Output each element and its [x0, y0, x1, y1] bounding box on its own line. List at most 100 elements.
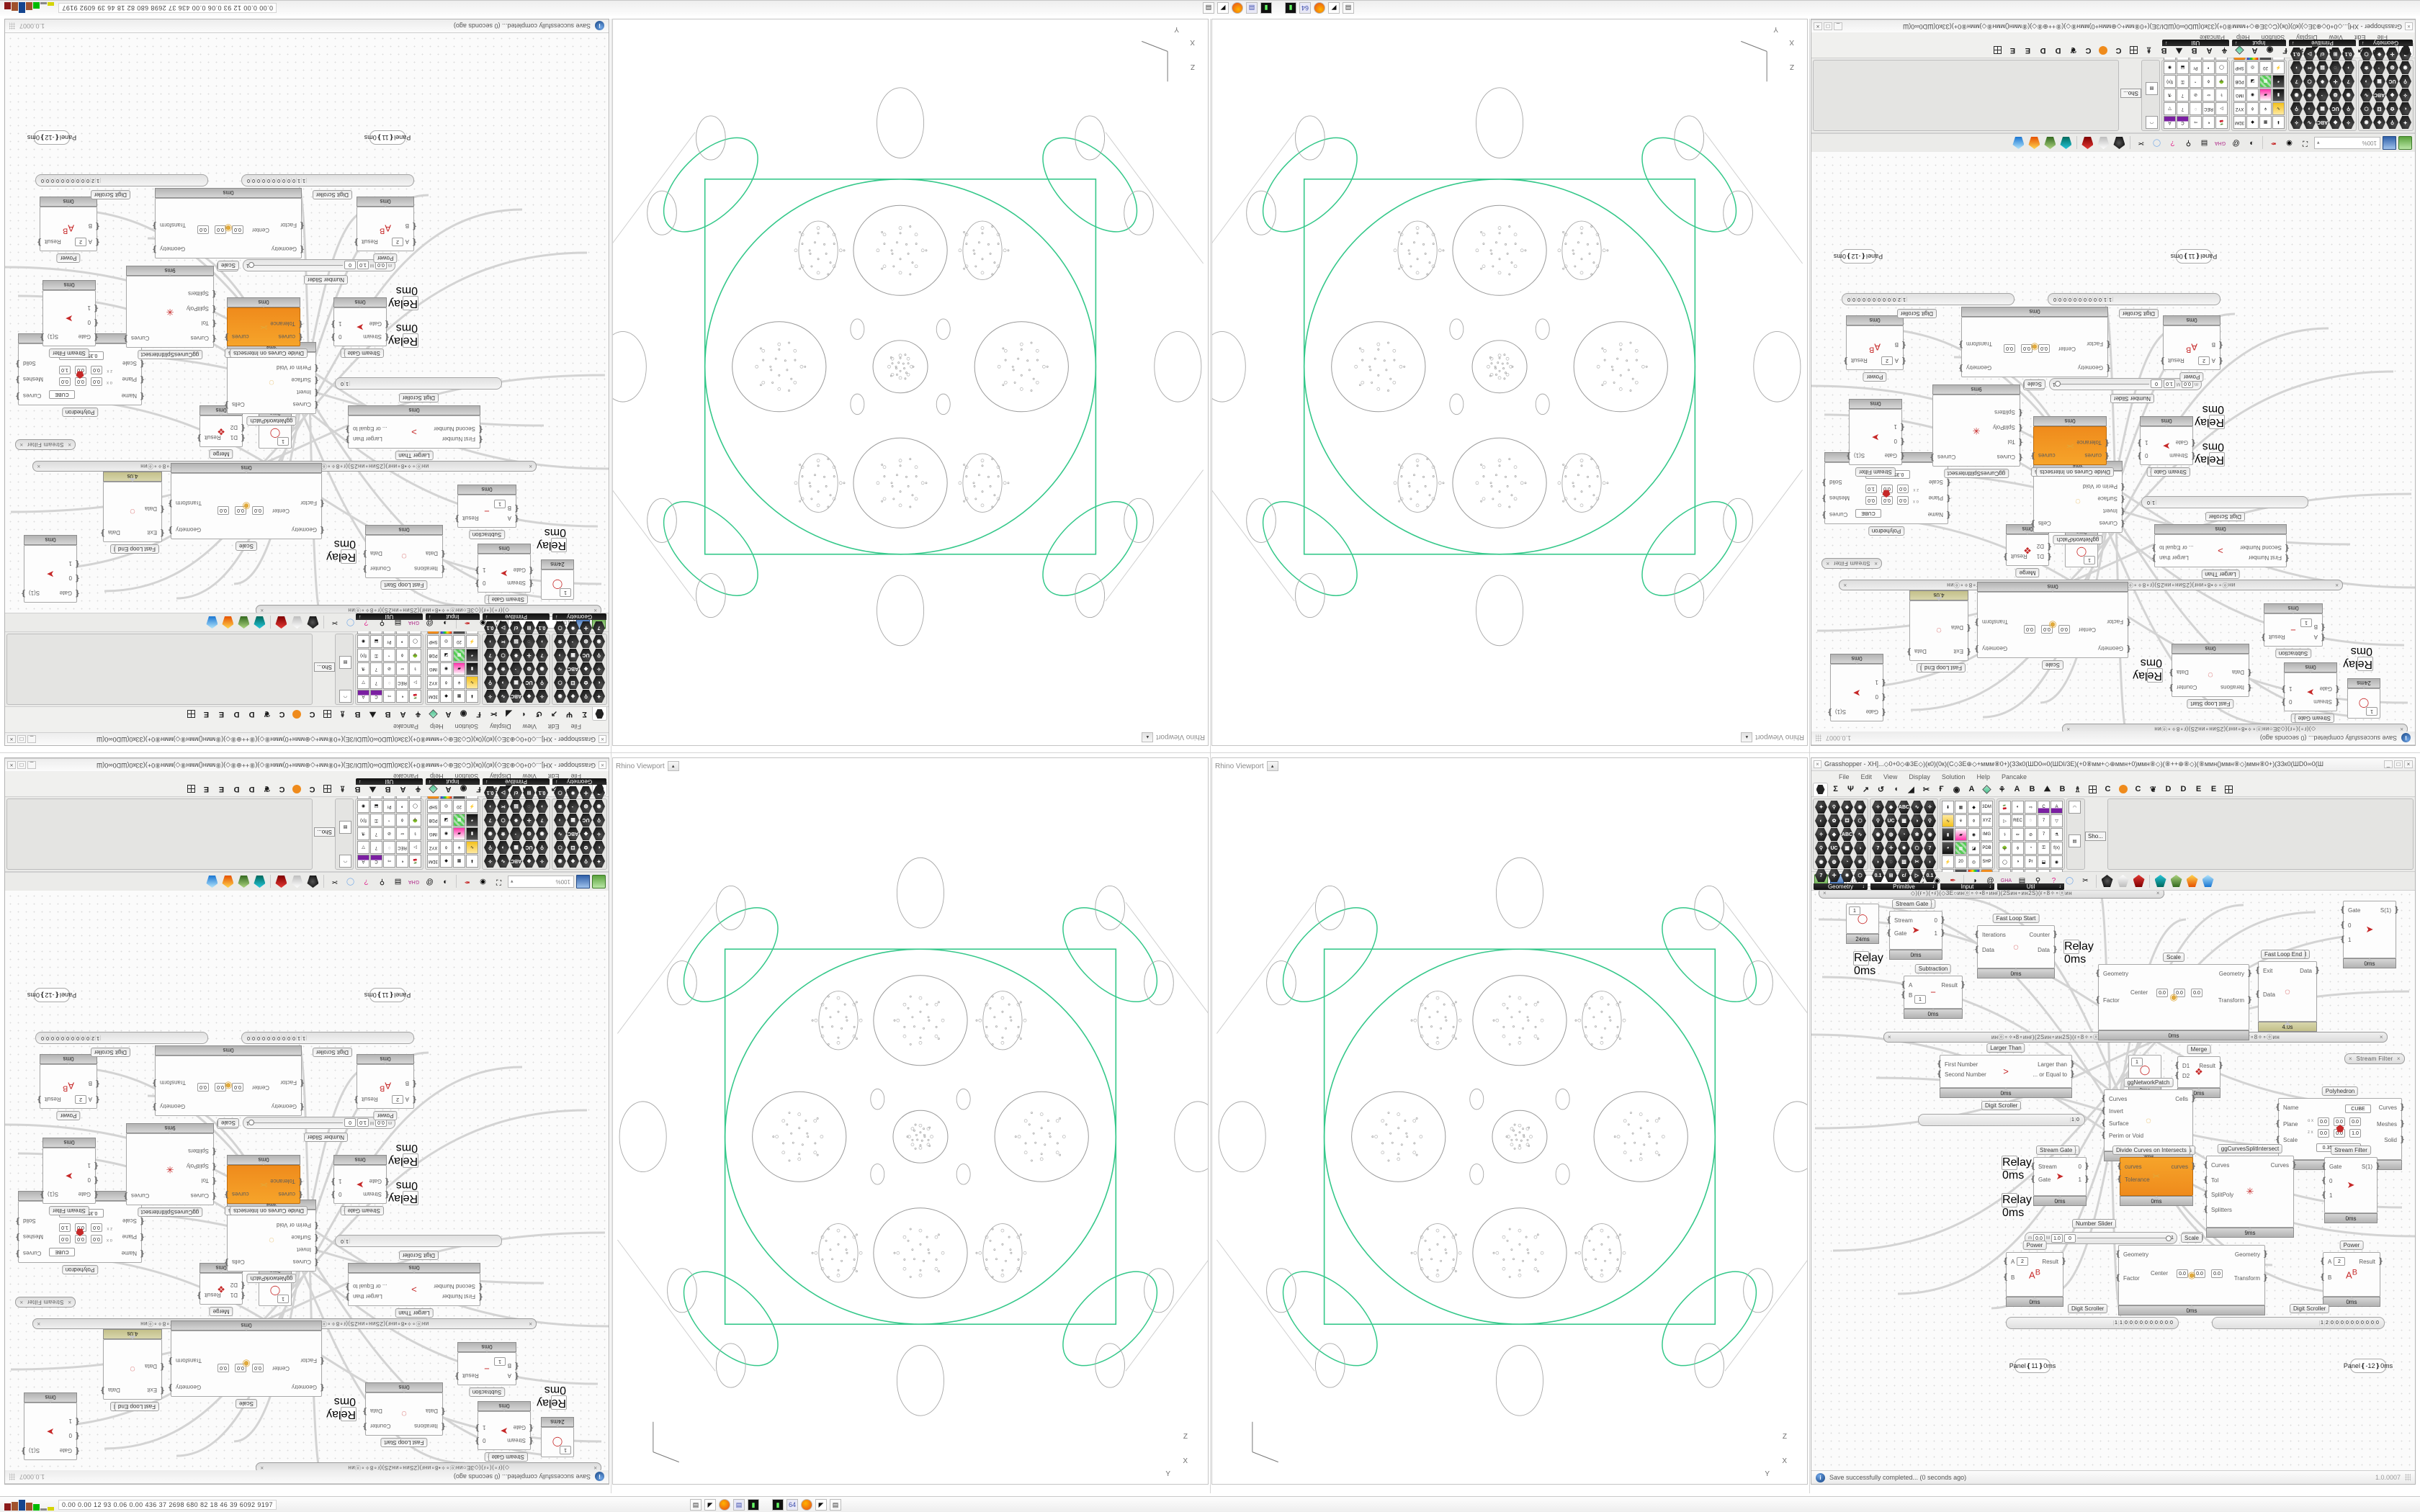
draw-icon[interactable]: ✒ [464, 878, 470, 886]
node-output-0[interactable]: Curves [23, 392, 42, 399]
resize-grip[interactable] [2405, 1474, 2411, 1481]
addon-grid-tab[interactable] [2085, 783, 2100, 796]
component-button[interactable]: UC [2329, 102, 2341, 115]
output-port-0[interactable]: ❵ [474, 579, 481, 588]
node-power-left[interactable]: Power A ❴ B ❴ Result ❵ 2 AB 0ms [353, 197, 418, 263]
palette-primitive[interactable]: ✧ ◆ ABC ∿ ✧ ⚲ UC ▦ ◑ ⚲ ◉ ◍ ◔ ❀ ◉ 7 ✛ ✸ ⬡ 7 ◗ ◌ ▨ ✂ ◗ 0.1 ⊞ c/▷ 0.1 Pr… [2288, 40, 2357, 131]
addon-bug-tab[interactable]: ⚘ [414, 709, 422, 719]
scroller-digit[interactable]: 1 [297, 1035, 302, 1040]
node-output-1[interactable]: Data [370, 550, 382, 557]
ribbon-panel[interactable]: ✦ ⚲ ◈ ◉ ◐ ✿ ⚃ ⬡ ✧ ◆ ABC ∿ ⚲ UC ▦ ◑ ◉ ◍ ◔ ❀ 7 ✛ ✸ ⬡ Geometry ↓ ✧ ◆ AB… [5, 613, 609, 707]
node-input-0[interactable]: A [405, 1096, 409, 1102]
component-button[interactable]: ◆ [523, 690, 535, 703]
node-subtraction[interactable]: Subtraction A ❴ B ❴ Result ❵ 1−0ms [1900, 964, 1966, 1019]
component-button[interactable]: ▷ [1911, 869, 1923, 882]
gem-teal-icon[interactable] [2059, 136, 2073, 150]
node-input-1[interactable]: Data [145, 505, 157, 512]
component-button[interactable]: ◔ [2190, 75, 2202, 88]
component-button[interactable]: XYZ [2233, 102, 2246, 115]
node-merge[interactable]: Merge D1 ❴ D2 ❴ Result ❵ ❖ 0ms [196, 405, 246, 459]
node-input-2[interactable]: Scale [122, 359, 137, 366]
label-number-slider[interactable]: Number Slider [2072, 1219, 2117, 1228]
component-button[interactable]: ⚲ [536, 676, 548, 689]
preview-icon[interactable]: ◉ [2286, 139, 2293, 147]
input-port-1[interactable]: ❴ [2094, 996, 2102, 1004]
node-ggnetworkpatch[interactable]: ggNetworkPatch Curves ❴ Invert ❴ Surface ❴ Peri… [223, 1200, 320, 1283]
output-port-1[interactable]: ❵ [2136, 438, 2143, 447]
node-input-1[interactable]: Second Number [2240, 544, 2282, 551]
scroller-digit[interactable]: 0 [2063, 297, 2068, 302]
output-port-1[interactable]: ❵ [151, 1079, 158, 1087]
addon-diamond-tab[interactable] [426, 708, 441, 721]
addon-b1-tab[interactable]: B [2029, 785, 2035, 793]
new-document-icon[interactable] [2398, 136, 2412, 150]
component-button[interactable]: ◗ [1924, 855, 1936, 868]
input-port-2[interactable]: ❴ [313, 376, 320, 384]
calculator-icon-3[interactable]: ▤ [689, 1498, 702, 1511]
output-port-1[interactable]: ❵ [14, 1233, 22, 1242]
input-port-1[interactable]: ❴ [1886, 929, 1893, 937]
node-ggcurvessplitintersect[interactable]: ggCurvesSplitIntersect Curves ❴ Tol ❴ SplitPo… [122, 266, 218, 359]
input-port-0[interactable]: ❴ [313, 400, 320, 409]
component-button[interactable]: ◍ [523, 827, 535, 840]
input-port-1[interactable]: ❴ [2334, 685, 2341, 693]
node-input-0[interactable]: Iterations [2220, 684, 2244, 690]
scale-center-z[interactable]: 0.0 [2024, 625, 2035, 634]
resize-grip[interactable] [9, 22, 15, 30]
output-port-0[interactable]: ❵ [2190, 1094, 2197, 1103]
component-button[interactable]: ▰ [453, 662, 465, 675]
component-button[interactable]: ▦ [2373, 75, 2385, 88]
node-input-1[interactable]: B [88, 222, 92, 229]
component-button[interactable]: SHP [427, 800, 439, 813]
component-button[interactable]: ⇨ [383, 855, 395, 868]
node-output-0[interactable]: Curves [1937, 454, 1956, 460]
component-button[interactable]: ✏ [2202, 89, 2215, 102]
input-port-0[interactable]: ❴ [318, 1383, 326, 1392]
addon-shield-tab[interactable]: ♗ [339, 784, 346, 793]
component-button[interactable]: 7 [370, 662, 382, 675]
input-port[interactable]: ❴ [54, 134, 60, 142]
node-output-2[interactable]: Solid [2384, 1137, 2397, 1144]
node-output-0[interactable]: Result [45, 238, 61, 245]
component-button[interactable]: ▮ [466, 827, 478, 840]
component-button[interactable]: ◯ [409, 635, 421, 648]
scroller-digit[interactable]: 0 [86, 1035, 91, 1040]
component-button[interactable]: ABC [2316, 116, 2329, 129]
floppy-icon-2[interactable]: ▤ [1246, 2, 1258, 14]
plane-zz[interactable]: 1.0 [59, 366, 71, 374]
node-output-0[interactable]: S(1) [1835, 708, 1847, 715]
input-port-0[interactable]: ❴ [2246, 683, 2253, 692]
node-output-0[interactable]: Result [2359, 1259, 2375, 1265]
input-port-1[interactable]: ❴ [513, 504, 520, 513]
addon-e2-tab[interactable]: E [2009, 46, 2016, 55]
component-button[interactable]: ∿ [554, 662, 566, 675]
scroller-digit[interactable]: 0 [55, 178, 60, 183]
component-button[interactable]: ▦ [2259, 116, 2272, 129]
input-port-1[interactable]: ❴ [297, 1177, 304, 1186]
component-button[interactable]: ✧ [536, 690, 548, 703]
label-number-slider[interactable]: Number Slider [303, 1133, 348, 1142]
relay-1[interactable]: Relay 0ms [2343, 645, 2373, 671]
output-port-1[interactable]: ❵ [2051, 945, 2058, 954]
node-input-0[interactable]: Name [2283, 1104, 2299, 1111]
component-button[interactable]: ◉ [2342, 89, 2354, 102]
output-port-0[interactable]: ❵ [2398, 1103, 2406, 1112]
component-button[interactable]: UC [580, 814, 592, 827]
node-output-0[interactable]: Cells [2175, 1096, 2188, 1102]
node-power-left[interactable]: Power A ❴ B ❴ Result ❵ 2 AB 0ms [353, 1054, 418, 1120]
number-slider[interactable]: m 0.0 M 1.0 0 1 [2049, 378, 2202, 390]
input-port-0[interactable]: ❴ [94, 238, 101, 246]
palette-primitive[interactable]: ✧ ◆ ABC ∿ ✧ ⚲ UC ▦ ◑ ⚲ ◉ ◍ ◔ ❀ ◉ 7 ✛ ✸ ⬡ 7 ◗ ◌ ▨ ✂ ◗ 0.1 ⊞ c/▷ 0.1 Pr… [1870, 798, 1938, 890]
component-button[interactable]: ⚲ [1924, 814, 1936, 827]
relay-3[interactable]: Relay 0ms [388, 322, 418, 348]
output-port-0[interactable]: ❵ [2151, 554, 2158, 562]
component-button[interactable]: ▩ [2259, 75, 2272, 88]
scroller-digit[interactable]: 0 [2053, 297, 2058, 302]
node-output-0[interactable]: 0 [2289, 698, 2293, 705]
node-output-0[interactable]: S(1) [48, 333, 59, 340]
component-button[interactable]: ◉ [440, 662, 452, 675]
node-output-0[interactable]: 0 [1934, 917, 1937, 924]
palette-expand-icon[interactable]: ↓ [359, 779, 362, 784]
node-larger-than[interactable]: Larger Than First Number ❴ Second Number ❴ La… [344, 1263, 484, 1318]
